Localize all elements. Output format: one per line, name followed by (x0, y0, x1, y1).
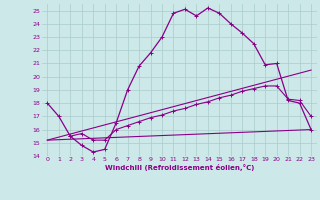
X-axis label: Windchill (Refroidissement éolien,°C): Windchill (Refroidissement éolien,°C) (105, 164, 254, 171)
